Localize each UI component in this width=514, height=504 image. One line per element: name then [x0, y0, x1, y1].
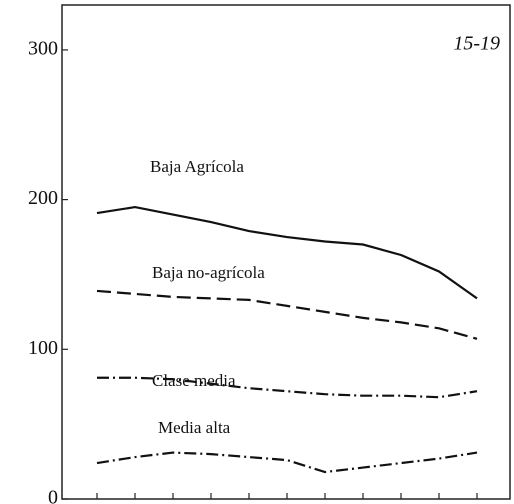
panel-label: 15-19 [453, 33, 500, 55]
series-label: Media alta [158, 418, 231, 437]
series-label: Clase media [152, 371, 236, 390]
y-tick-label: 300 [28, 38, 58, 60]
series-line [96, 451, 478, 474]
series-label: Baja Agrícola [150, 157, 244, 176]
y-tick-label: 100 [28, 337, 58, 359]
series-label: Baja no-agrícola [152, 263, 265, 282]
series-line [96, 289, 478, 340]
series-line [97, 376, 478, 399]
series-line [96, 205, 478, 300]
y-tick-label: 200 [28, 187, 58, 209]
y-tick-label: 0 [48, 487, 58, 504]
plot-frame [61, 4, 511, 500]
